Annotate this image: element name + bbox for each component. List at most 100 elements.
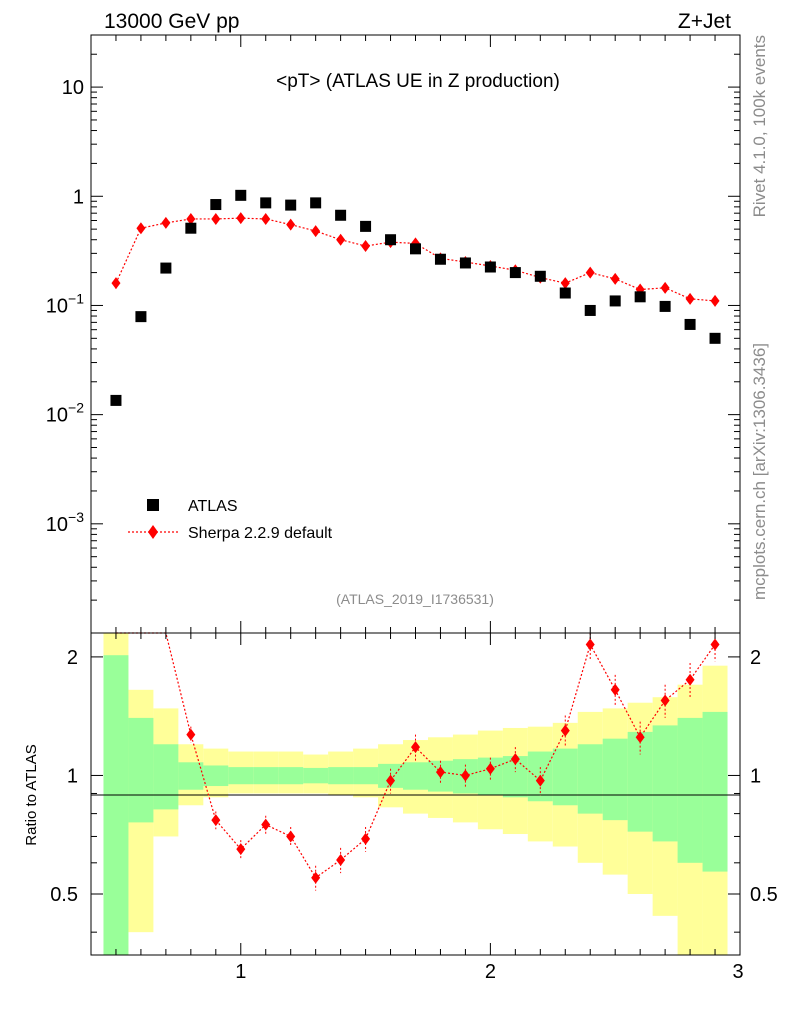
sherpa-main-point <box>311 225 321 238</box>
legend-sherpa-label: Sherpa 2.2.9 default <box>188 525 333 542</box>
ratio-stat-band <box>153 744 179 810</box>
sherpa-ratio-point <box>460 769 470 782</box>
sherpa-main-point <box>560 277 570 290</box>
header-energy-label: 13000 GeV pp <box>104 10 239 33</box>
x-tick-label: 2 <box>485 961 496 983</box>
ratio-stat-band <box>552 748 578 806</box>
legend: ATLAS Sherpa 2.2.9 default <box>128 498 333 542</box>
sherpa-ratio-point <box>510 753 520 766</box>
atlas-main-point <box>360 220 372 232</box>
x-tick-label: 1 <box>235 961 246 983</box>
atlas-main-point <box>559 287 571 299</box>
mcplots-reference-label: mcplots.cern.ch [arXiv:1306.3436] <box>750 343 769 600</box>
ratio-stat-band <box>602 738 628 821</box>
ratio-stat-band <box>128 717 154 823</box>
atlas-main-point <box>509 267 521 279</box>
ratio-stat-band <box>178 762 204 790</box>
ratio-stat-band <box>627 731 653 832</box>
atlas-main-point <box>110 394 122 406</box>
sherpa-ratio-point <box>336 853 346 866</box>
main-y-tick-label: 10−3 <box>46 509 84 536</box>
atlas-main-point <box>434 253 446 265</box>
y-tick-base: 10 <box>46 405 68 427</box>
atlas-main-point <box>160 262 172 274</box>
sherpa-ratio-point <box>361 832 371 845</box>
atlas-main-point <box>285 199 297 211</box>
ratio-plot-panel: 0.5 0.5 1 1 2 2 1 2 3 Ratio to ATLAS <box>23 632 778 983</box>
ratio-stat-band <box>103 655 129 955</box>
ratio-stat-band <box>702 711 728 872</box>
atlas-main-point <box>135 311 147 323</box>
y-tick-exponent: −3 <box>68 509 84 525</box>
atlas-main-point <box>310 197 322 209</box>
atlas-main-point <box>459 257 471 269</box>
atlas-main-series <box>110 189 721 406</box>
main-axis-ticks <box>91 34 741 634</box>
sherpa-ratio-point <box>560 724 570 737</box>
sherpa-ratio-point <box>535 774 545 787</box>
atlas-main-point <box>609 295 621 307</box>
y-tick-exponent: −1 <box>68 290 84 306</box>
x-tick-label: 3 <box>732 961 743 983</box>
atlas-main-point <box>684 318 696 330</box>
atlas-main-point <box>385 234 397 246</box>
ratio-stat-band <box>253 767 279 785</box>
sherpa-ratio-point <box>311 871 321 884</box>
main-y-tick-label: 10−1 <box>46 290 84 317</box>
atlas-main-point <box>659 300 671 312</box>
sherpa-main-point <box>161 216 171 229</box>
sherpa-main-point <box>585 266 595 279</box>
ratio-y-tick-label-left: 0.5 <box>50 884 78 906</box>
x-tick-labels: 1 2 3 <box>235 961 743 983</box>
legend-sherpa-marker <box>148 525 158 539</box>
sherpa-ratio-point <box>386 774 396 787</box>
rivet-version-label: Rivet 4.1.0, 100k events <box>750 35 769 217</box>
ratio-stat-band <box>577 744 603 814</box>
sherpa-main-point <box>236 212 246 225</box>
atlas-main-point <box>335 209 347 221</box>
sherpa-main-point <box>660 281 670 294</box>
sherpa-ratio-point <box>485 762 495 775</box>
sherpa-ratio-point <box>585 638 595 651</box>
ratio-y-axis-label: Ratio to ATLAS <box>23 744 40 845</box>
atlas-main-point <box>484 261 496 273</box>
main-y-tick-label: 10−2 <box>46 400 84 427</box>
atlas-main-point <box>260 197 272 209</box>
atlas-main-point <box>634 291 646 303</box>
ratio-stat-band <box>353 767 379 785</box>
atlas-main-point <box>185 222 197 234</box>
ratio-stat-band <box>328 767 354 785</box>
y-tick-base: 10 <box>46 295 68 317</box>
sherpa-ratio-point <box>635 731 645 744</box>
ratio-stat-band <box>652 725 678 842</box>
analysis-id-label: (ATLAS_2019_I1736531) <box>336 591 494 607</box>
atlas-main-point <box>235 189 247 201</box>
sherpa-main-point <box>136 222 146 235</box>
main-y-tick-label: 10 <box>62 77 84 99</box>
legend-atlas-label: ATLAS <box>188 498 238 515</box>
ratio-stat-band <box>677 717 703 863</box>
ratio-stat-band <box>303 767 329 784</box>
y-tick-exponent: −2 <box>68 400 84 416</box>
sherpa-ratio-point <box>186 728 196 741</box>
sherpa-main-point <box>361 240 371 253</box>
main-y-tick-label: 1 <box>73 186 84 208</box>
ratio-y-tick-label-left: 1 <box>67 765 78 787</box>
ratio-stat-band <box>203 765 229 787</box>
sherpa-ratio-point <box>435 766 445 779</box>
atlas-main-point <box>584 304 596 316</box>
ratio-y-tick-labels: 0.5 0.5 1 1 2 2 <box>50 647 778 906</box>
atlas-main-point <box>709 332 721 344</box>
ratio-y-tick-label-right: 2 <box>750 647 761 669</box>
legend-atlas-marker <box>147 499 159 511</box>
sherpa-main-point <box>211 212 221 225</box>
sherpa-ratio-point <box>610 683 620 696</box>
sherpa-ratio-point <box>411 741 420 754</box>
ratio-uncertainty-bands <box>103 633 728 955</box>
sherpa-ratio-point <box>710 638 720 651</box>
atlas-main-point <box>210 199 222 211</box>
header-process-label: Z+Jet <box>678 10 731 33</box>
